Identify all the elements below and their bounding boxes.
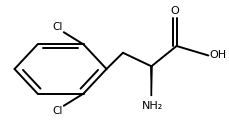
Text: OH: OH [209, 51, 226, 60]
Text: NH₂: NH₂ [141, 101, 162, 111]
Polygon shape [150, 66, 151, 96]
Text: Cl: Cl [52, 22, 63, 32]
Text: Cl: Cl [52, 106, 63, 116]
Text: O: O [169, 6, 178, 16]
